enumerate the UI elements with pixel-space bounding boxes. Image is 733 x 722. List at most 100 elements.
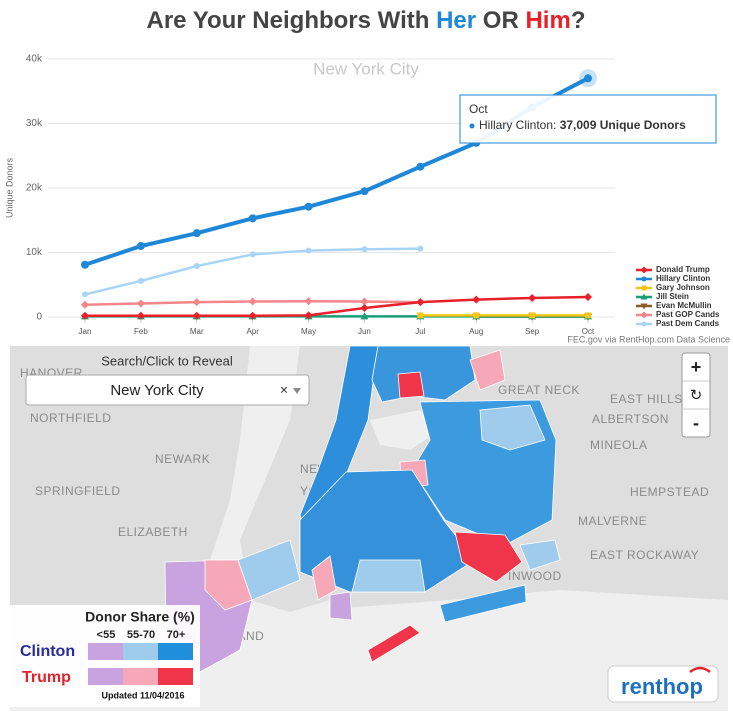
marker bbox=[473, 312, 480, 319]
marker bbox=[192, 311, 201, 320]
marker bbox=[82, 291, 88, 298]
map-region[interactable] bbox=[367, 624, 421, 663]
marker bbox=[584, 293, 592, 302]
marker bbox=[192, 229, 201, 238]
map[interactable]: HANOVERNORTHFIELDNEWARKSPRINGFIELDELIZAB… bbox=[10, 345, 728, 711]
place-label: EAST HILLS bbox=[610, 392, 683, 406]
legend-updated: Updated 11/04/2016 bbox=[101, 690, 184, 700]
x-tick-label: Oct bbox=[582, 327, 595, 336]
legend-column: <55 bbox=[97, 629, 116, 641]
zoom-out[interactable]: - bbox=[693, 413, 699, 433]
place-label: GREAT NECK bbox=[498, 383, 580, 397]
dropdown-arrow[interactable] bbox=[293, 388, 301, 394]
title-part: Her bbox=[436, 7, 476, 34]
y-tick-label: 0 bbox=[36, 312, 42, 323]
marker bbox=[304, 297, 313, 306]
x-tick-label: Jul bbox=[415, 327, 425, 336]
marker bbox=[81, 260, 89, 269]
tooltip-header: Oct bbox=[469, 102, 488, 116]
legend-row: Trump bbox=[22, 669, 71, 686]
title-part: ? bbox=[571, 7, 586, 34]
x-tick-label: Aug bbox=[469, 327, 483, 336]
map-region[interactable] bbox=[454, 531, 523, 583]
map-region[interactable] bbox=[204, 559, 253, 611]
marker bbox=[136, 242, 145, 251]
map-water bbox=[10, 346, 360, 711]
marker bbox=[136, 299, 145, 308]
legend-column: 70+ bbox=[167, 629, 186, 641]
zoom-in[interactable]: + bbox=[691, 357, 702, 377]
x-tick-label: Apr bbox=[246, 327, 259, 336]
tooltip-value: 37,009 Unique Donors bbox=[560, 118, 686, 132]
x-tick-label: Sep bbox=[525, 327, 540, 336]
chart-subtitle: New York City bbox=[313, 59, 419, 78]
logo[interactable]: renthop bbox=[621, 674, 703, 699]
marker bbox=[81, 311, 89, 320]
marker bbox=[472, 295, 481, 304]
title-part: Are Your Neighbors With bbox=[147, 7, 430, 34]
legend-swatch bbox=[123, 643, 158, 660]
legend-marker bbox=[640, 303, 648, 310]
marker bbox=[528, 293, 537, 302]
map-region[interactable] bbox=[237, 539, 301, 601]
map-region[interactable] bbox=[439, 584, 527, 623]
marker bbox=[585, 312, 591, 319]
x-tick-label: Jan bbox=[79, 327, 92, 336]
tooltip-label: Hillary Clinton: bbox=[479, 118, 556, 132]
legend-marker bbox=[640, 266, 648, 274]
legend-entry: Donald Trump bbox=[656, 265, 710, 274]
title-part: Him bbox=[525, 7, 570, 34]
search-select[interactable] bbox=[25, 374, 310, 406]
legend-column: 55-70 bbox=[127, 629, 155, 641]
map-region[interactable] bbox=[397, 371, 425, 399]
tooltip-text: Hillary Clinton: 37,009 Unique Donors bbox=[479, 118, 686, 132]
map-region[interactable] bbox=[329, 591, 353, 621]
logo-box[interactable] bbox=[607, 665, 719, 703]
legend-marker bbox=[640, 311, 648, 319]
place-label: HEMPSTEAD bbox=[630, 485, 709, 499]
marker bbox=[360, 312, 369, 320]
logo-arc bbox=[689, 666, 711, 674]
legend-swatch bbox=[88, 643, 123, 660]
map-region[interactable] bbox=[371, 345, 476, 403]
legend-marker bbox=[641, 321, 647, 327]
marker bbox=[417, 245, 424, 252]
legend-marker bbox=[640, 293, 648, 300]
y-tick-label: 10k bbox=[26, 247, 43, 258]
y-axis-label: Unique Donors bbox=[4, 157, 14, 218]
reset-view[interactable]: ↻ bbox=[690, 387, 703, 404]
legend-marker bbox=[641, 276, 647, 282]
y-tick-label: 40k bbox=[26, 54, 43, 65]
legend-row: Clinton bbox=[20, 643, 75, 660]
marker bbox=[137, 277, 144, 284]
marker bbox=[416, 298, 425, 307]
chart-title: Are Your Neighbors With Her OR Him? bbox=[147, 7, 586, 34]
place-label: SPRINGFIELD bbox=[35, 484, 121, 498]
legend-swatch bbox=[88, 668, 123, 685]
x-tick-label: May bbox=[301, 327, 316, 336]
marker bbox=[248, 311, 257, 320]
place-label: MINEOLA bbox=[590, 438, 648, 452]
x-tick-label: Mar bbox=[190, 327, 204, 336]
marker bbox=[304, 311, 313, 320]
legend-entry: Past GOP Cands bbox=[656, 310, 720, 319]
map-region[interactable] bbox=[519, 539, 561, 571]
legend-title: Donor Share (%) bbox=[85, 609, 195, 625]
map-region[interactable] bbox=[311, 555, 337, 601]
tooltip: Oct Hillary Clinton: 37,009 Unique Donor… bbox=[459, 94, 717, 144]
legend-entry: Jill Stein bbox=[656, 292, 689, 301]
marker bbox=[248, 297, 257, 306]
map-region[interactable] bbox=[469, 349, 506, 391]
search-value[interactable]: New York City bbox=[110, 382, 204, 399]
map-region[interactable] bbox=[351, 559, 426, 593]
x-tick-label: Jun bbox=[358, 327, 371, 336]
clear-button[interactable]: × bbox=[280, 382, 288, 398]
legend-entry: Hillary Clinton bbox=[656, 274, 710, 283]
title-part: OR bbox=[483, 7, 519, 34]
map-water bbox=[370, 410, 440, 450]
tooltip-box bbox=[459, 94, 717, 144]
map-region[interactable] bbox=[479, 404, 546, 451]
legend-swatch bbox=[123, 668, 158, 685]
marker bbox=[249, 251, 256, 258]
